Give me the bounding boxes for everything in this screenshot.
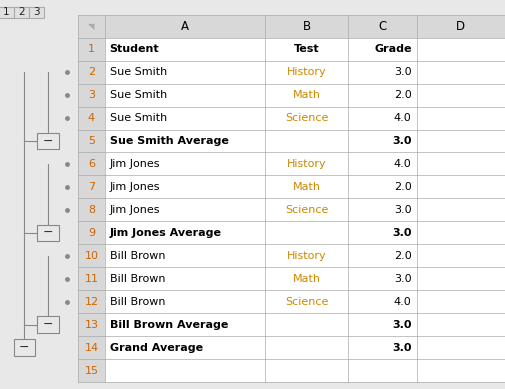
Text: History: History — [287, 67, 327, 77]
Text: C: C — [378, 20, 387, 33]
Text: 9: 9 — [88, 228, 95, 238]
Text: Math: Math — [293, 182, 321, 192]
Text: 1: 1 — [88, 44, 95, 54]
FancyBboxPatch shape — [37, 133, 59, 149]
Text: 3: 3 — [33, 7, 40, 18]
Text: Sue Smith: Sue Smith — [110, 67, 167, 77]
Text: Test: Test — [294, 44, 320, 54]
Text: Math: Math — [293, 274, 321, 284]
Text: Bill Brown: Bill Brown — [110, 251, 165, 261]
Text: 6: 6 — [88, 159, 95, 169]
Text: Science: Science — [285, 113, 328, 123]
FancyBboxPatch shape — [37, 317, 59, 333]
Text: A: A — [181, 20, 189, 33]
Text: 3.0: 3.0 — [394, 205, 412, 215]
Text: Jim Jones Average: Jim Jones Average — [110, 228, 222, 238]
Text: 10: 10 — [84, 251, 98, 261]
Text: Science: Science — [285, 297, 328, 307]
Text: 2: 2 — [88, 67, 95, 77]
Text: Grand Average: Grand Average — [110, 343, 203, 352]
FancyBboxPatch shape — [37, 225, 59, 241]
Text: 3.0: 3.0 — [392, 228, 412, 238]
Text: History: History — [287, 159, 327, 169]
Text: −: − — [43, 135, 53, 147]
Text: 2.0: 2.0 — [394, 90, 412, 100]
Text: 3.0: 3.0 — [394, 67, 412, 77]
Text: Bill Brown Average: Bill Brown Average — [110, 320, 228, 329]
Text: 14: 14 — [84, 343, 98, 352]
FancyBboxPatch shape — [78, 15, 505, 38]
FancyBboxPatch shape — [14, 7, 29, 18]
Text: 8: 8 — [88, 205, 95, 215]
Text: 3: 3 — [88, 90, 95, 100]
Text: Math: Math — [293, 90, 321, 100]
Text: 15: 15 — [84, 366, 98, 375]
Text: 4.0: 4.0 — [394, 297, 412, 307]
Text: Jim Jones: Jim Jones — [110, 205, 160, 215]
Text: 3.0: 3.0 — [392, 136, 412, 146]
FancyBboxPatch shape — [78, 15, 105, 382]
Text: 5: 5 — [88, 136, 95, 146]
Text: Jim Jones: Jim Jones — [110, 159, 160, 169]
Text: 7: 7 — [88, 182, 95, 192]
Text: 3.0: 3.0 — [392, 343, 412, 352]
Text: Grade: Grade — [374, 44, 412, 54]
Text: 2.0: 2.0 — [394, 251, 412, 261]
Text: −: − — [43, 318, 53, 331]
Text: 1: 1 — [3, 7, 10, 18]
Text: 13: 13 — [84, 320, 98, 329]
FancyBboxPatch shape — [14, 339, 35, 356]
Text: 12: 12 — [84, 297, 98, 307]
Text: Student: Student — [110, 44, 159, 54]
Text: Bill Brown: Bill Brown — [110, 274, 165, 284]
Text: Sue Smith: Sue Smith — [110, 90, 167, 100]
Text: 11: 11 — [84, 274, 98, 284]
Text: 3.0: 3.0 — [392, 320, 412, 329]
Text: 4.0: 4.0 — [394, 159, 412, 169]
Text: Sue Smith Average: Sue Smith Average — [110, 136, 228, 146]
Text: Bill Brown: Bill Brown — [110, 297, 165, 307]
Text: −: − — [19, 341, 29, 354]
Text: Science: Science — [285, 205, 328, 215]
Text: 4.0: 4.0 — [394, 113, 412, 123]
Text: −: − — [43, 226, 53, 239]
Text: Jim Jones: Jim Jones — [110, 182, 160, 192]
FancyBboxPatch shape — [29, 7, 44, 18]
Text: D: D — [456, 20, 466, 33]
Text: 4: 4 — [88, 113, 95, 123]
FancyBboxPatch shape — [105, 15, 505, 382]
Text: 2: 2 — [18, 7, 25, 18]
Text: 2.0: 2.0 — [394, 182, 412, 192]
Text: B: B — [302, 20, 311, 33]
Text: Sue Smith: Sue Smith — [110, 113, 167, 123]
Text: 3.0: 3.0 — [394, 274, 412, 284]
Text: History: History — [287, 251, 327, 261]
Text: ◥: ◥ — [88, 22, 94, 31]
FancyBboxPatch shape — [0, 7, 14, 18]
